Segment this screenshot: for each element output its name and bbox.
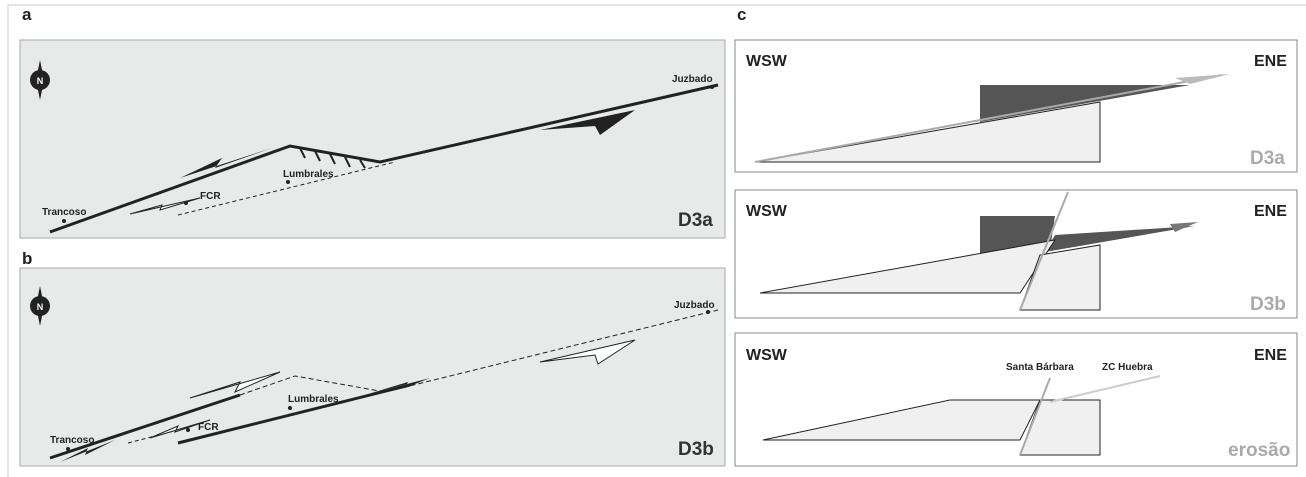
panel-letter: b xyxy=(22,249,32,268)
panel-letter: c xyxy=(737,5,746,24)
stage-label: erosão xyxy=(1228,440,1290,461)
direction-label: ENE xyxy=(1254,347,1287,364)
stage-label: D3a xyxy=(1250,148,1285,169)
direction-label: ENE xyxy=(1254,53,1287,70)
direction-label: ENE xyxy=(1254,203,1287,220)
place-label: Lumbrales xyxy=(288,394,339,405)
place-label: FCR xyxy=(198,422,219,433)
place-label: Trancoso xyxy=(42,207,86,218)
direction-label: WSW xyxy=(746,347,788,364)
direction-label: WSW xyxy=(746,203,788,220)
stage-label: D3b xyxy=(678,439,714,460)
place-label: Juzbado xyxy=(674,300,715,311)
north-label: N xyxy=(37,76,44,86)
place-label: FCR xyxy=(200,191,221,202)
fault-label: ZC Huebra xyxy=(1102,362,1153,373)
stage-label: D3a xyxy=(678,210,713,231)
map-box xyxy=(20,268,725,466)
place-label: Trancoso xyxy=(50,435,94,446)
place-label: Lumbrales xyxy=(283,169,334,180)
panel-letter: a xyxy=(22,5,32,24)
fault-label: Santa Bárbara xyxy=(1006,362,1074,373)
figure: a N Juzbado Lumbrales FCR Trancoso D3a b… xyxy=(0,0,1306,477)
stage-label: D3b xyxy=(1250,294,1286,315)
map-box xyxy=(20,40,725,238)
place-label: Juzbado xyxy=(672,74,713,85)
north-label: N xyxy=(37,302,44,312)
direction-label: WSW xyxy=(746,53,788,70)
